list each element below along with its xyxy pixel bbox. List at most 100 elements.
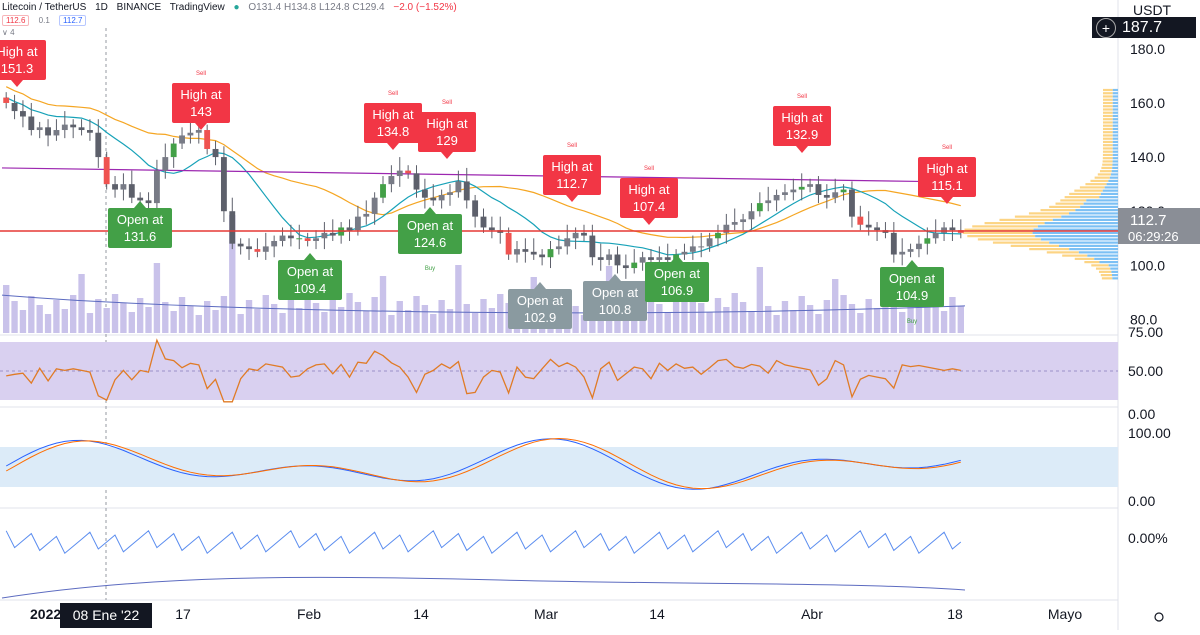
signal-box [278,260,342,300]
volume-bar [421,305,429,333]
candle-body [698,246,705,248]
volume-profile-bar [1112,137,1118,140]
volume-profile-bar [1104,186,1118,189]
candle-body [765,200,772,204]
volume-bar [899,312,906,333]
signal-title: High at [926,161,968,176]
signal-label-open-grey[interactable] [583,274,647,321]
time-axis-label: 17 [175,606,191,622]
volume-bar [430,314,437,333]
volume-bar [865,299,872,333]
candle-body [413,173,420,190]
volume-profile-bar [1032,231,1118,234]
volume-profile-bar [1109,176,1118,179]
collapse-indicators-toggle[interactable]: ∨ 4 [2,28,15,37]
candle-body [246,246,252,250]
candle-body [916,243,922,250]
volume-bar [36,305,43,333]
volume-profile-bar [1094,176,1110,179]
signal-label-open[interactable] [278,253,342,300]
signal-label-high[interactable] [418,112,476,159]
candle-body [421,189,428,198]
signal-box [773,106,831,146]
add-plus-icon[interactable]: + [1096,17,1116,38]
volume-profile-bar [1102,153,1113,157]
volume-bar [857,313,864,333]
signal-label-high[interactable] [364,103,422,150]
candle-body [120,184,127,190]
candle-body [396,170,403,177]
volume-profile-bar [1102,144,1113,147]
signal-arrow-down-icon [387,143,399,150]
candle-body [20,111,26,117]
candle-body [589,235,596,258]
currency-label[interactable]: USDT [1133,2,1172,18]
signal-label-open[interactable] [645,255,709,302]
volume-bar [957,306,964,333]
signal-label-high[interactable] [172,83,230,130]
price-change: −2.0 (−1.52%) [393,2,457,13]
candle-body [932,232,939,239]
signal-arrow-up-icon [906,260,918,267]
volume-profile-bar [1102,150,1113,153]
volume-bar [806,305,814,333]
volume-profile-bar [1069,248,1118,251]
volume-bar [815,314,822,333]
signal-label-open-grey[interactable] [508,282,572,329]
rsi-axis-label: 0.00 [1128,406,1155,422]
candle-body [3,97,10,103]
signal-title: Open at [287,264,334,279]
volume-profile-bar [1112,140,1118,144]
volume-bar [832,279,839,333]
signal-label-high[interactable] [0,40,46,87]
volume-profile-bar [1111,170,1118,173]
volume-bar [798,296,805,333]
volume-bar [739,302,747,333]
volume-profile-bar [1108,264,1118,267]
signal-value: 102.9 [524,310,557,325]
volume-bar [471,313,479,333]
signal-label-high[interactable] [773,106,831,153]
rsi-axis-label: 50.00 [1128,363,1163,379]
volume-bar [455,265,462,333]
volume-bar [940,311,948,333]
symbol-name[interactable]: Litecoin / TetherUS [2,2,87,13]
signal-title: Open at [517,293,564,308]
candle-body [279,235,286,241]
signal-label-high[interactable] [543,155,601,202]
volume-bar [270,304,278,333]
candle-body [756,203,763,212]
volume-profile-bar [1112,108,1118,111]
candle-body [564,238,571,247]
signal-value: 104.9 [896,288,929,303]
candle-body [664,257,671,260]
candle-body [137,197,144,201]
current-price-label: 112.7 [1130,212,1166,229]
candle-body [388,176,395,185]
signal-label-open[interactable] [880,260,944,307]
volume-bar [145,307,152,333]
volume-bar [890,303,898,333]
rsi-axis-label: 75.00 [1128,324,1163,340]
signal-title: High at [781,110,823,125]
volume-profile-bar [1102,157,1113,160]
volume-bar [3,285,10,333]
settings-gear-icon[interactable] [1154,612,1164,622]
candle-body [313,238,319,241]
volume-bar [379,276,387,333]
signal-value: 124.6 [414,235,447,250]
volume-bar [438,300,445,333]
volume-profile-bar [1087,254,1118,257]
volume-profile-bar [1102,163,1113,166]
signal-label-high[interactable] [620,178,678,225]
signal-box [918,157,976,197]
signal-label-open[interactable] [398,207,462,254]
signal-label-high[interactable] [918,157,976,204]
volume-profile-bar [1099,170,1112,173]
signal-label-open[interactable] [108,201,172,248]
interval-label[interactable]: 1D [95,2,108,13]
signal-arrow-up-icon [134,201,146,208]
price-axis-label: 100.0 [1130,257,1165,273]
